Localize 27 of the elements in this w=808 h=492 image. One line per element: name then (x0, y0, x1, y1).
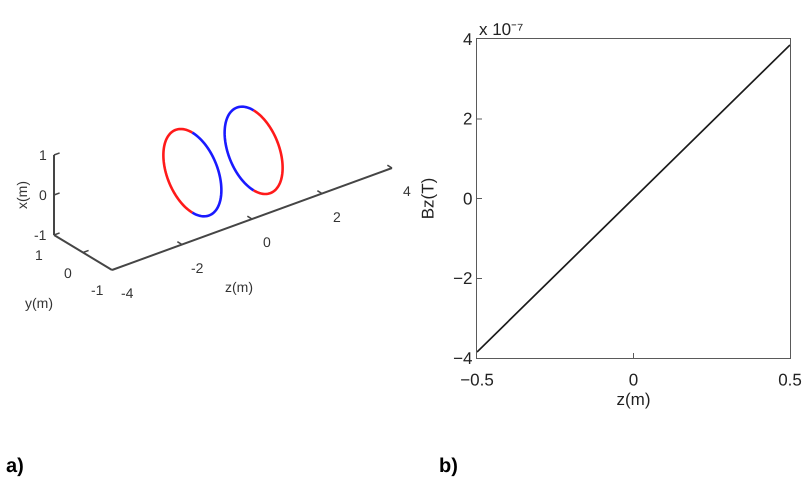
y-tick-label: −4 (453, 348, 472, 368)
y-tick-label: 1 (39, 147, 47, 163)
y-tick-label: −2 (453, 269, 472, 288)
title: a) (6, 455, 24, 477)
x-tick-label: 0 (628, 370, 638, 390)
title: b) (439, 455, 458, 477)
x2-tick-label: -1 (91, 282, 104, 298)
y-tick-label: 2 (463, 110, 472, 129)
x-tick-label: 0 (263, 234, 271, 250)
y-tick-label: 0 (463, 189, 472, 208)
x-tick-label: 2 (333, 209, 341, 225)
x-tick-label: 0.5 (778, 370, 802, 390)
y-axis-title: x(m) (14, 181, 30, 209)
x-axis-title: z(m) (616, 390, 650, 409)
y-tick-label: -1 (34, 227, 46, 243)
x2-tick-label: 0 (64, 265, 72, 281)
x-tick-label: -2 (191, 260, 204, 276)
x-tick-label: 4 (403, 183, 411, 199)
x-axis-title: z(m) (225, 279, 253, 295)
x2-tick-label: 1 (35, 247, 43, 263)
x2-axis-title: y(m) (25, 295, 53, 311)
y-tick-label: 0 (39, 187, 47, 203)
y-tick-label: 4 (463, 30, 472, 49)
x-tick-label: -4 (121, 285, 134, 301)
y-axis-title: Bz(T) (418, 178, 438, 220)
annotation: x 10⁻⁷ (479, 20, 524, 39)
x-tick-label: −0.5 (460, 370, 494, 390)
